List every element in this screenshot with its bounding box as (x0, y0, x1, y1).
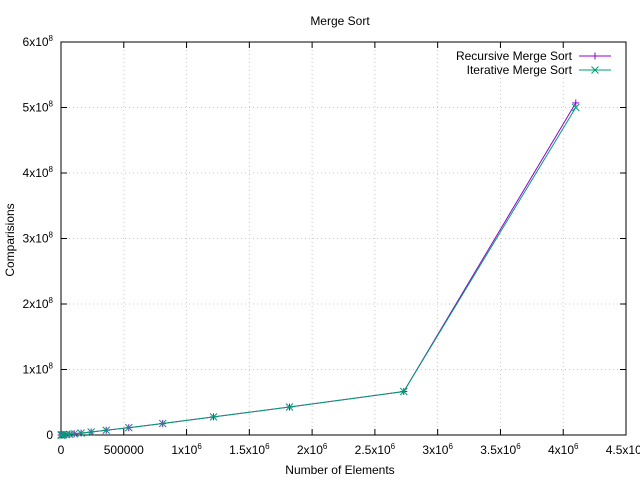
x-tick-label: 1.5x106 (229, 442, 270, 457)
legend-marker-recursive-merge-sort (591, 52, 599, 60)
axis-ticks: 0 500000 1x106 1.5x106 2x106 2.5x106 3x106 3.5x… (23, 34, 640, 457)
data-point-iterative-merge-sort (571, 103, 580, 112)
legend-label-recursive-merge-sort: Recursive Merge Sort (456, 49, 573, 63)
data-point-iterative-merge-sort (399, 387, 408, 396)
series-line-iterative-merge-sort (61, 107, 577, 436)
y-tick-label: 6x108 (23, 34, 54, 49)
y-axis-label: Comparisions (3, 203, 17, 276)
y-tick-label: 4x108 (23, 165, 54, 180)
x-tick-label: 4.5x106 (606, 442, 640, 457)
y-tick-label: 2x108 (23, 296, 54, 311)
data-point-iterative-merge-sort (285, 403, 294, 411)
y-tick-label: 1x108 (23, 362, 54, 377)
legend-marker-iterative-merge-sort (591, 66, 599, 74)
y-tick-label: 5x108 (23, 100, 54, 115)
y-tick-label: 0 (46, 428, 53, 442)
data-point-iterative-merge-sort (158, 419, 167, 428)
chart-title: Merge Sort (310, 14, 370, 28)
x-tick-label: 4x106 (548, 442, 579, 457)
x-tick-label: 2.5x106 (355, 442, 396, 457)
x-tick-label: 500000 (104, 443, 144, 457)
series-layer (57, 99, 580, 439)
data-point-iterative-merge-sort (102, 426, 111, 435)
x-axis-label: Number of Elements (285, 463, 394, 477)
legend-label-iterative-merge-sort: Iterative Merge Sort (467, 63, 573, 77)
x-tick-label: 3x106 (422, 442, 453, 457)
y-tick-label: 3x108 (23, 231, 54, 246)
data-point-iterative-merge-sort (209, 413, 218, 421)
data-point-recursive-merge-sort (572, 99, 580, 107)
data-point-iterative-merge-sort (87, 428, 95, 436)
grid-lines (61, 42, 626, 435)
x-tick-label: 0 (58, 443, 65, 457)
data-point-iterative-merge-sort (77, 429, 85, 437)
data-point-iterative-merge-sort (59, 430, 68, 439)
x-tick-label: 1x106 (171, 442, 202, 457)
series-line-recursive-merge-sort (61, 102, 577, 436)
x-tick-label: 3.5x106 (480, 442, 521, 457)
data-point-iterative-merge-sort (70, 429, 79, 438)
data-point-iterative-merge-sort (124, 423, 133, 432)
x-tick-label: 2x106 (297, 442, 328, 457)
